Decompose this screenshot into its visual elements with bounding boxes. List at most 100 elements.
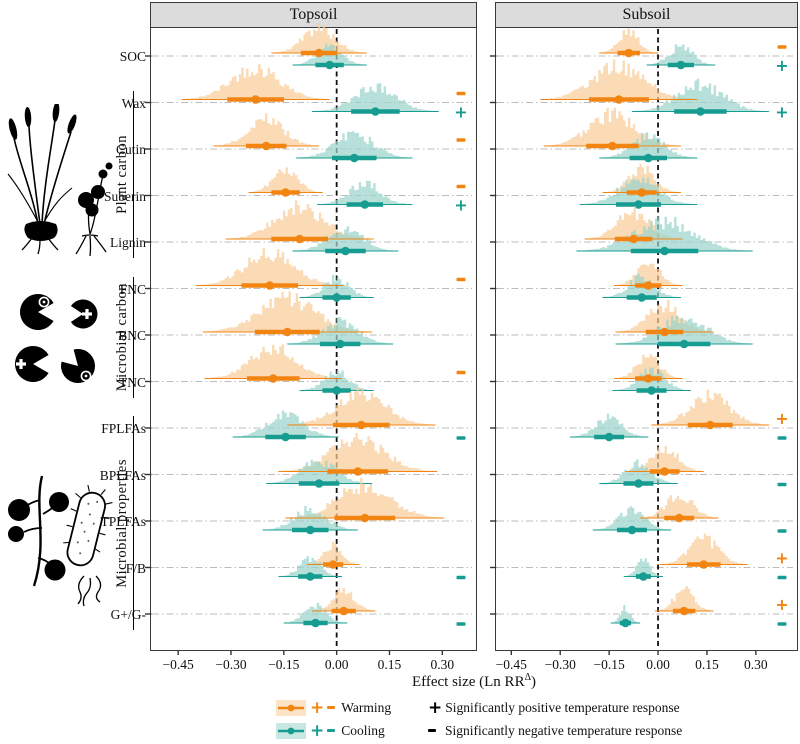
subsoil-panel: Subsoil + + + + + −0.45 −0.30 −0.15 0.00 0.15 0.30 xyxy=(489,2,798,672)
significance-minus-icon xyxy=(456,622,465,626)
mean-dot xyxy=(623,48,633,58)
mean-dot xyxy=(268,374,278,383)
density xyxy=(612,354,684,379)
density xyxy=(275,433,440,472)
mean-dot xyxy=(280,432,290,442)
legend-negative-row: Significantly negative temperature respo… xyxy=(428,721,682,740)
density xyxy=(638,495,720,518)
density xyxy=(609,605,641,623)
density xyxy=(297,370,375,391)
significance-minus-icon xyxy=(777,436,786,440)
x-tick-label: 0.15 xyxy=(695,657,719,672)
mean-dot xyxy=(340,246,350,256)
x-tick-label: −0.45 xyxy=(162,657,193,672)
plant-icon xyxy=(7,104,113,257)
density xyxy=(315,180,414,205)
row-label-tplfas: TPLFAs xyxy=(100,514,146,529)
significance-plus-icon: + xyxy=(454,196,467,215)
mean-dot xyxy=(314,48,323,58)
x-tick-label: 0.30 xyxy=(430,657,454,672)
mean-dot xyxy=(628,234,638,244)
mean-dot xyxy=(636,188,646,197)
x-tick-label: 0.00 xyxy=(646,657,670,672)
mean-dot xyxy=(310,618,320,628)
row-label-soc: SOC xyxy=(119,49,146,64)
mean-dot xyxy=(695,107,705,116)
mean-dot xyxy=(352,467,362,476)
row-label-lignin: Lignin xyxy=(110,235,146,250)
mean-dot xyxy=(370,107,380,116)
warming-minus-icon xyxy=(327,705,336,710)
mean-dot xyxy=(328,560,337,569)
density xyxy=(178,64,332,100)
x-tick-label: −0.30 xyxy=(544,657,575,672)
mean-dot xyxy=(604,432,613,442)
density xyxy=(657,533,749,565)
significance-minus-icon xyxy=(456,277,465,282)
mean-dot xyxy=(264,281,274,290)
density xyxy=(297,274,375,298)
mean-dot xyxy=(643,374,653,383)
significance-minus-icon xyxy=(456,436,465,440)
row-label-suberin: Suberin xyxy=(104,188,146,204)
mean-dot xyxy=(324,60,334,70)
x-tick-label: 0.15 xyxy=(377,657,401,672)
mean-dot xyxy=(633,200,643,209)
significance-plus-icon: + xyxy=(454,103,467,122)
mean-dot xyxy=(280,188,290,197)
density xyxy=(282,602,348,623)
row-label-fb: F/B xyxy=(125,560,146,576)
density xyxy=(211,113,321,146)
x-axis-label-sup: Δ xyxy=(524,672,532,683)
topsoil-plot-area: + + −0.45 −0.30 −0.15 0.00 0.15 0.30 xyxy=(144,23,477,672)
mean-dot xyxy=(679,606,688,616)
mean-dot xyxy=(705,420,715,430)
density xyxy=(285,317,395,344)
topsoil-panel-title: Topsoil xyxy=(150,2,477,28)
density xyxy=(230,410,340,437)
density xyxy=(653,586,714,611)
mean-dot xyxy=(659,467,669,476)
density xyxy=(310,588,376,611)
significance-minus-icon xyxy=(777,529,786,533)
mean-dot xyxy=(620,618,630,628)
mean-dot xyxy=(633,479,643,488)
cooling-minus-icon xyxy=(327,728,336,733)
density xyxy=(649,389,771,425)
significance-minus-icon xyxy=(456,370,465,375)
mean-dot xyxy=(305,525,315,535)
density xyxy=(591,506,672,530)
density xyxy=(623,445,705,472)
subsoil-plot-area: + + + + + −0.45 −0.30 −0.15 0.00 0.15 0.30 xyxy=(489,26,798,672)
mean-dot xyxy=(646,386,656,395)
mean-dot xyxy=(305,572,315,581)
significance-minus-icon xyxy=(777,45,786,49)
positive-significance-icon: + xyxy=(428,697,443,718)
legend-cooling-row: + Cooling xyxy=(276,721,428,740)
mean-dot xyxy=(261,141,271,151)
mean-dot xyxy=(282,327,292,337)
row-label-bnc: BNC xyxy=(118,328,146,343)
density xyxy=(645,44,716,65)
cooling-label: Cooling xyxy=(341,722,385,738)
significance-plus-icon: + xyxy=(775,103,788,122)
density xyxy=(582,206,684,239)
subsoil-plot-svg: + + + + + −0.45 −0.30 −0.15 0.00 0.15 0.30 xyxy=(489,28,793,672)
row-label-bplfas: BPLFAs xyxy=(99,467,146,483)
cooling-plus-icon: + xyxy=(310,720,325,741)
x-tick-label: 0.00 xyxy=(324,657,348,672)
warming-label: Warming xyxy=(341,699,392,715)
significance-minus-icon xyxy=(777,622,786,626)
mean-dot xyxy=(250,95,260,104)
cooling-swatch-icon xyxy=(276,722,306,739)
x-tick-label: −0.30 xyxy=(215,657,246,672)
density xyxy=(309,83,441,112)
mean-dot xyxy=(335,339,344,349)
mean-dot xyxy=(314,479,323,488)
x-tick-label: 0.30 xyxy=(744,657,768,672)
significance-minus-icon xyxy=(456,184,465,189)
row-label-cutin: Cutin xyxy=(115,142,146,157)
significance-minus-icon xyxy=(456,575,465,580)
mean-dot xyxy=(638,572,648,581)
